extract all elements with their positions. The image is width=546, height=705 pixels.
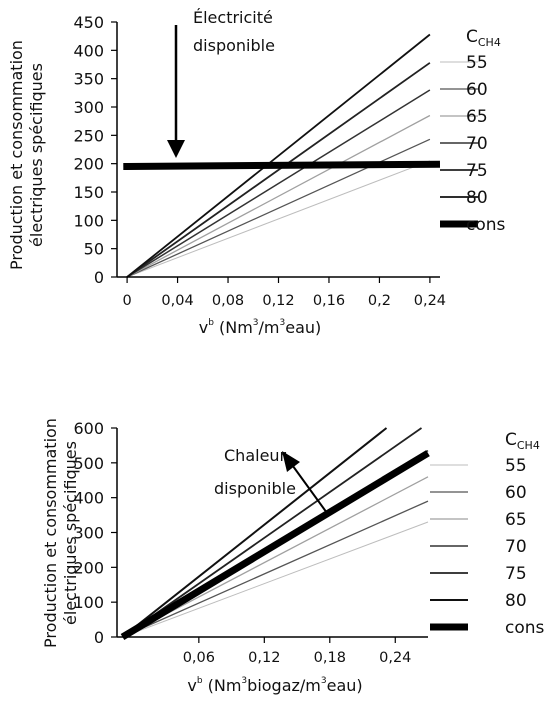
legend-label-55: 55 [505,456,527,476]
legend-label-75: 75 [466,161,488,181]
series-line-60 [122,500,429,638]
y-tick-label: 100 [73,211,104,230]
legend-label-75: 75 [505,564,527,584]
y-tick-label: 400 [73,489,104,508]
x-tick-label: 0,04 [161,293,193,309]
legend: 55 60 65 70 75 80 cons [440,53,506,235]
series-line-cons [123,160,441,170]
x-tick-label: 0,08 [212,293,244,309]
annotation-line1: Électricité [193,8,273,27]
x-tick-label: 0 [122,293,131,309]
legend-label-cons: cons [505,618,545,638]
y-tick-label: 150 [73,183,104,202]
y-tick-label: 600 [73,419,104,438]
legend-label-80: 80 [466,188,488,208]
x-ticks: 0 0,04 0,08 0,12 0,16 0,2 0,24 [122,277,446,309]
legend-title: CCH4 [466,27,501,49]
series-line-70 [126,89,431,278]
annotation-arrow-shaft [289,461,328,514]
x-tick-label: 0,16 [313,293,345,309]
y-tick-label: 50 [84,240,104,259]
y-tick-label: 0 [94,268,104,287]
annotation-arrow-head [167,140,185,158]
legend-label-80: 80 [505,591,527,611]
y-tick-label: 300 [73,524,104,543]
series-line-cons [120,450,430,640]
annotation-arrow-head [282,451,300,472]
y-tick-label: 0 [94,628,104,647]
y-tick-label: 350 [73,70,104,89]
annotation-line2: disponible [214,479,296,498]
x-tick-label: 0,2 [368,293,391,309]
series-line-55 [126,160,431,278]
legend-label-70: 70 [505,537,527,557]
series-layer [120,427,430,640]
y-tick-label: 200 [73,155,104,174]
legend-label-70: 70 [466,134,488,154]
chart-heat: 0 100 200 300 400 500 600 0,06 0,12 0,18 0,24 Pro… [41,418,545,695]
series-line-80 [126,33,431,278]
y-tick-label: 200 [73,558,104,577]
y-ticks: 0 50 100 150 200 250 300 350 400 450 [73,13,117,287]
y-axis-title-line1: Production et consommation [41,418,60,648]
chart-electricity: 0 50 100 150 200 250 300 350 400 450 0 0,04 0,08 0,1… [7,8,506,337]
x-tick-label: 0,24 [414,293,446,309]
y-axis-title-line1: Production et consommation [7,40,26,270]
legend-title: CCH4 [505,430,540,452]
series-line-65 [126,114,431,278]
legend-label-60: 60 [505,483,527,503]
y-tick-label: 500 [73,454,104,473]
annotation-line2: disponible [193,36,275,55]
x-tick-label: 0,06 [183,650,215,666]
x-axis-title: vb (Nm3biogaz/m3eau) [187,676,362,695]
legend-label-65: 65 [505,510,527,530]
series-line-75 [126,62,431,278]
annotation-line1: Chaleur [224,446,287,465]
x-tick-label: 0,24 [379,650,411,666]
y-tick-label: 100 [73,593,104,612]
legend: 55 60 65 70 75 80 cons [430,456,545,638]
series-line-75 [121,427,423,638]
legend-label-65: 65 [466,107,488,127]
legend-label-55: 55 [466,53,488,73]
x-axis-title: vb (Nm3/m3eau) [199,318,322,337]
y-tick-label: 400 [73,41,104,60]
y-ticks: 0 100 200 300 400 500 600 [73,419,117,647]
x-tick-label: 0,12 [262,293,294,309]
y-tick-label: 300 [73,98,104,117]
series-layer [123,33,441,278]
x-tick-label: 0,18 [314,650,346,666]
y-axis-title-line2: électriques spécifiques [61,441,80,625]
x-tick-label: 0,12 [248,650,280,666]
legend-label-60: 60 [466,80,488,100]
y-tick-label: 250 [73,126,104,145]
y-axis-title-line2: électriques spécifiques [27,63,46,247]
series-line-60 [126,138,431,278]
legend-label-cons: cons [466,215,506,235]
series-line-80 [121,427,388,638]
y-tick-label: 450 [73,13,104,32]
x-ticks: 0,06 0,12 0,18 0,24 [183,637,411,666]
series-line-55 [122,521,429,638]
